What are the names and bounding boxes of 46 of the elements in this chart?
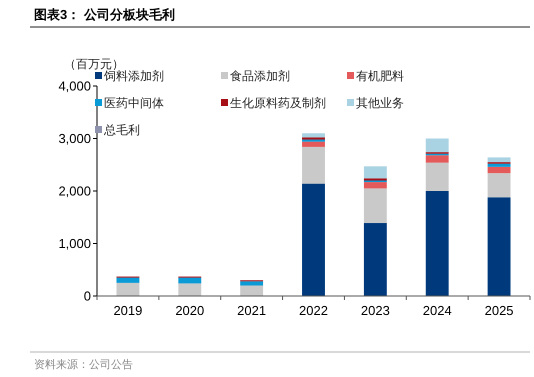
- x-tick-label: 2021: [237, 303, 266, 318]
- bar: [116, 278, 140, 283]
- bar: [488, 164, 511, 167]
- chart-title: 图表3： 公司分板块毛利: [34, 7, 175, 22]
- y-tick-label: 2,000: [58, 184, 91, 199]
- y-tick-label: 0: [84, 288, 91, 304]
- bar: [240, 281, 264, 286]
- legend-label: 有机肥料: [356, 69, 404, 84]
- text: 资料来源：公司公告: [34, 358, 133, 371]
- bar: [240, 286, 264, 296]
- bar: [488, 157, 511, 162]
- bar: [178, 278, 202, 284]
- bar: [302, 146, 325, 184]
- legend-label: 饲料添加剂: [103, 69, 164, 84]
- y-tick-label: 1,000: [58, 236, 91, 252]
- x-tick-label: 2025: [484, 303, 514, 318]
- bar: [426, 162, 449, 191]
- y-tick-label: 4,000: [58, 78, 91, 94]
- bar: [364, 166, 387, 178]
- bar: [302, 133, 325, 138]
- x-tick-label: 2020: [175, 303, 204, 318]
- bar: [302, 142, 325, 147]
- y-axis-title: （百万元）: [64, 57, 124, 71]
- x-tick-label: 2024: [422, 303, 452, 318]
- x-tick-label: 2023: [360, 303, 390, 318]
- bar: [364, 223, 387, 296]
- y-tick-label: 3,000: [58, 131, 91, 146]
- x-tick-label: 2022: [299, 303, 328, 318]
- bar: [488, 166, 511, 174]
- bar: [302, 184, 325, 296]
- bar: [302, 137, 325, 140]
- legend-label: 其他业务: [356, 96, 404, 110]
- legend-label: 医药中间体: [104, 96, 164, 110]
- legend-label: 生化原料药及制剂: [230, 96, 326, 110]
- x-tick-label: 2019: [113, 303, 142, 318]
- legend-label: 食品添加剂: [230, 69, 290, 84]
- legend-label: 总毛利: [103, 123, 140, 138]
- bar: [426, 191, 449, 296]
- bar: [364, 188, 387, 224]
- bar: [426, 138, 449, 152]
- bar: [488, 197, 511, 296]
- bar: [426, 155, 449, 163]
- bar: [178, 283, 202, 296]
- bar: [116, 282, 140, 296]
- bar: [488, 173, 511, 198]
- bar: [364, 182, 387, 188]
